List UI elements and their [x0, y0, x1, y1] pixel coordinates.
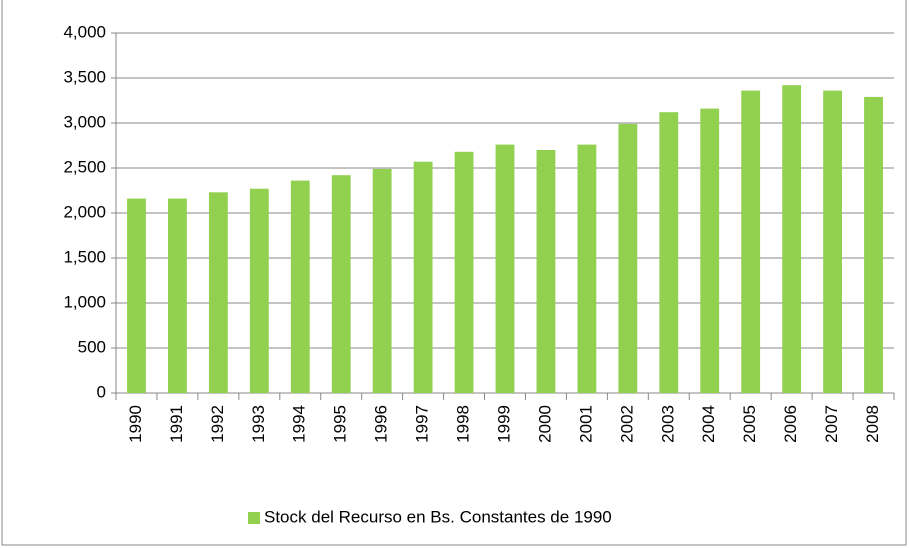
bar: [249, 188, 269, 393]
bar: [782, 85, 802, 393]
y-tick-label: 2,000: [63, 202, 106, 221]
x-tick-label: 1999: [494, 405, 513, 443]
bar: [659, 112, 679, 393]
y-tick-label: 2,500: [63, 157, 106, 176]
x-tick-label: 1992: [208, 405, 227, 443]
x-tick-label: 2005: [740, 405, 759, 443]
x-tick-label: 1996: [372, 405, 391, 443]
y-tick-label: 500: [78, 337, 106, 356]
bar: [372, 168, 392, 393]
bar: [823, 90, 842, 393]
y-tick-label: 0: [97, 382, 106, 401]
x-tick-label: 1993: [249, 405, 268, 443]
bar: [331, 175, 351, 393]
x-tick-label: 1994: [290, 405, 309, 443]
bar: [413, 161, 433, 393]
x-tick-label: 2003: [658, 405, 677, 443]
x-tick-label: 2008: [863, 405, 882, 443]
bar: [618, 123, 638, 394]
y-tick-label: 3,000: [63, 112, 106, 131]
bar: [577, 144, 597, 393]
bar: [168, 198, 187, 393]
x-tick-label: 1995: [331, 405, 350, 443]
x-tick-label: 2001: [576, 405, 595, 443]
bar: [208, 192, 228, 393]
y-tick-label: 1,500: [63, 247, 106, 266]
x-tick-label: 1997: [413, 405, 432, 443]
x-tick-label: 1991: [167, 405, 186, 443]
bar: [127, 198, 146, 393]
x-tick-label: 1998: [454, 405, 473, 443]
y-tick-label: 4,000: [63, 22, 106, 41]
bar: [741, 90, 761, 393]
bar: [536, 150, 556, 393]
x-tick-label: 2002: [617, 405, 636, 443]
x-tick-label: 2007: [822, 405, 841, 443]
x-tick-label: 1990: [126, 405, 145, 443]
x-tick-label: 2004: [699, 405, 718, 443]
bar: [700, 108, 720, 393]
x-tick-label: 2006: [781, 405, 800, 443]
bar: [864, 96, 883, 394]
y-tick-label: 3,500: [63, 67, 106, 86]
bar: [290, 180, 310, 393]
legend-swatch: [248, 512, 260, 524]
legend-label: Stock del Recurso en Bs. Constantes de 1…: [264, 507, 612, 526]
x-tick-label: 2000: [535, 405, 554, 443]
bar: [454, 151, 474, 393]
bar: [495, 144, 515, 393]
y-tick-label: 1,000: [63, 292, 106, 311]
